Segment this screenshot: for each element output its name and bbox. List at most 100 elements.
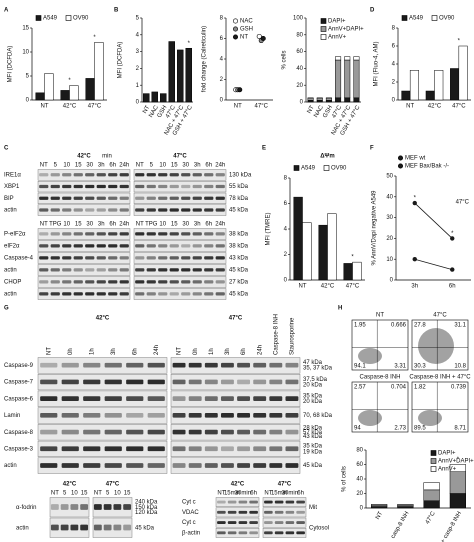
quadrant-value: 27.8	[414, 323, 426, 329]
blot-band	[181, 184, 191, 189]
blot-band	[192, 280, 202, 284]
lane-label: 15	[75, 163, 82, 169]
bar	[352, 261, 362, 281]
blot-band	[85, 208, 95, 212]
blot-band	[181, 256, 191, 260]
blot-band	[227, 500, 237, 504]
blot-membrane	[133, 240, 227, 252]
legend-label: A549	[409, 16, 424, 22]
blot-band	[188, 412, 202, 418]
blot-band	[50, 504, 59, 510]
line-marker	[450, 267, 455, 272]
blot-band	[83, 446, 101, 452]
protein-label: Caspase-7	[4, 380, 34, 386]
blot-band	[172, 412, 186, 418]
blot-band	[93, 524, 102, 531]
blot-band	[73, 268, 83, 272]
bar	[450, 68, 460, 101]
blot-band	[119, 256, 129, 260]
blot-band	[181, 244, 191, 248]
lane-label: 15	[81, 491, 88, 497]
blot-band	[169, 232, 179, 236]
lane-label: TPG	[145, 222, 158, 228]
blot-band	[204, 196, 214, 200]
blot-band	[204, 362, 218, 368]
blot-band	[192, 256, 202, 260]
lane-label: 10	[71, 491, 78, 497]
y-tick-label: 2	[392, 80, 396, 86]
legend-swatch	[323, 165, 330, 171]
bar-segment	[307, 100, 314, 103]
y-tick-label: 0	[136, 100, 140, 106]
blot-band	[158, 208, 168, 212]
y-tick-label: 0	[284, 278, 288, 284]
blot-band	[39, 173, 49, 177]
blot-band	[108, 184, 118, 189]
blot-band	[181, 173, 191, 177]
blot-band	[83, 362, 101, 368]
lane-label: 10	[114, 491, 121, 497]
blot-band	[103, 504, 112, 510]
lane-label: NT	[40, 163, 48, 169]
panel-label: E	[262, 146, 266, 152]
kda-label: 45 kDa	[135, 525, 155, 531]
x-tick-label: NAC	[313, 104, 325, 119]
line	[414, 202, 453, 239]
lane-label: NT	[217, 491, 225, 497]
y-tick-label: 6	[220, 36, 224, 42]
blot-band	[108, 268, 118, 272]
blot-band	[104, 463, 122, 468]
blot-band	[39, 184, 49, 189]
blot-band	[204, 379, 218, 385]
y-tick-label: 80	[356, 448, 363, 454]
blot-membrane	[37, 407, 168, 424]
legend-swatch	[430, 450, 437, 456]
lane-label: 24h	[154, 345, 160, 355]
blot-band	[238, 500, 248, 504]
blot-band	[172, 429, 186, 435]
y-tick-label: 8	[284, 176, 288, 182]
lane-label: 10	[63, 222, 70, 228]
blot-band	[296, 510, 305, 514]
y-tick-label: 60	[296, 49, 303, 55]
blot-band	[238, 510, 248, 514]
blot-band	[253, 429, 267, 435]
blot-band	[104, 379, 122, 385]
blot-band	[217, 500, 226, 504]
legend-label: A549	[301, 166, 316, 172]
blot-band	[237, 446, 251, 452]
blot-band	[73, 292, 83, 296]
lane-label: 6h	[241, 348, 247, 355]
blot-band	[80, 524, 89, 531]
blot-band	[172, 379, 186, 385]
legend-swatch	[431, 15, 438, 21]
blot-band	[80, 504, 89, 510]
x-tick-label: NT	[306, 105, 315, 115]
significance-mark: *	[457, 457, 460, 463]
bar-segment	[353, 56, 360, 61]
blot-band	[62, 268, 72, 272]
kda-label: 28 kDa	[303, 426, 323, 432]
blot-band	[215, 268, 225, 272]
blot-band	[220, 463, 234, 468]
lane-label: NT	[40, 222, 48, 228]
lane-label: NT	[51, 491, 59, 497]
blot-membrane	[170, 407, 301, 424]
protein-label: eIF2α	[4, 244, 20, 250]
y-tick-label: 4	[392, 62, 396, 68]
lane-label: 10	[159, 163, 166, 169]
blot-band	[147, 463, 165, 468]
blot-band	[39, 256, 49, 260]
blot-band	[285, 446, 299, 452]
blot-band	[73, 280, 83, 284]
y-tick-label: 5	[26, 74, 30, 80]
blot-band	[62, 256, 72, 260]
bar	[143, 93, 150, 103]
lane-label: 10	[159, 222, 166, 228]
blot-band	[126, 463, 144, 468]
blot-membrane	[133, 276, 227, 288]
blot-band	[108, 196, 118, 200]
blot-membrane	[37, 204, 131, 216]
legend-swatch	[320, 34, 327, 40]
x-tick-label: NT	[299, 284, 307, 290]
